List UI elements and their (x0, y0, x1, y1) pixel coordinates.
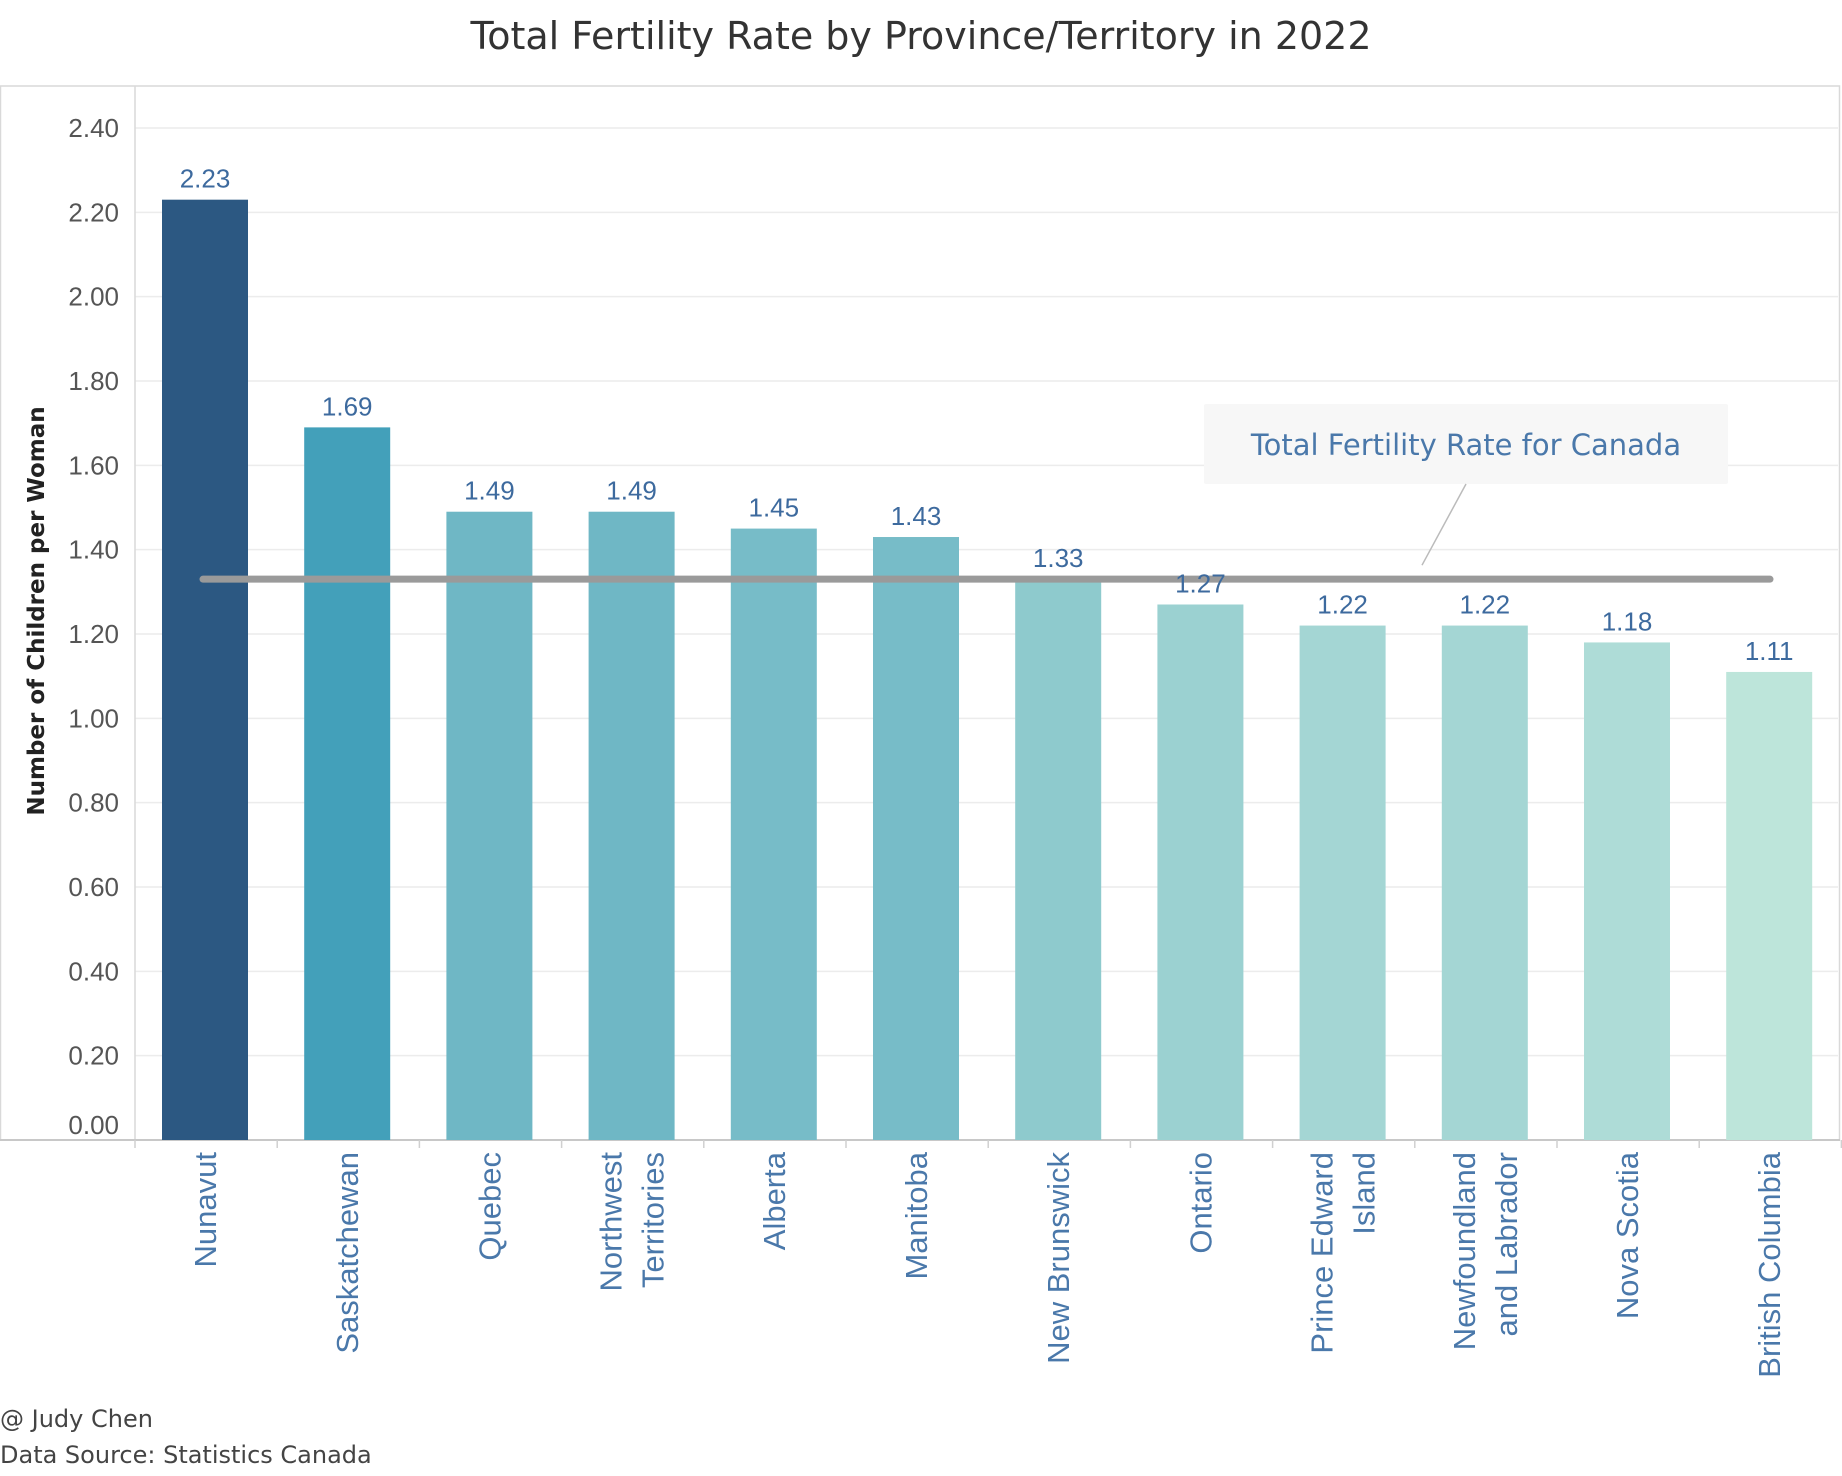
x-tick-label: Newfoundland (1447, 1152, 1482, 1350)
bar (1726, 671, 1813, 1140)
data-label: 1.69 (322, 391, 373, 421)
x-tick-label: Quebec (472, 1152, 507, 1261)
y-tick-label: 2.40 (68, 113, 119, 143)
x-tick-label: Northwest (594, 1152, 629, 1292)
annotation-box (1204, 404, 1728, 484)
bar (1157, 604, 1244, 1140)
y-tick-label: 1.20 (68, 619, 119, 649)
bar (873, 537, 959, 1140)
x-tick-label: Ontario (1183, 1152, 1218, 1254)
y-tick-label: 2.20 (68, 197, 119, 227)
x-tick-label: Prince Edward (1305, 1152, 1340, 1354)
chart-title: Total Fertility Rate by Province/Territo… (470, 14, 1372, 58)
data-label: 1.18 (1602, 606, 1653, 636)
y-axis-title: Number of Children per Woman (24, 406, 50, 815)
y-tick-label: 0.40 (68, 956, 119, 986)
data-label: 1.22 (1459, 590, 1510, 620)
bar (304, 427, 391, 1141)
bar (1299, 625, 1386, 1140)
data-label: 1.27 (1175, 568, 1226, 598)
annotation-connector (1421, 483, 1467, 566)
data-label: 1.22 (1317, 590, 1368, 620)
y-tick-label: 0.80 (68, 788, 119, 818)
x-tick-label: Manitoba (899, 1151, 934, 1279)
x-tick-label: New Brunswick (1041, 1152, 1076, 1364)
bar (1584, 642, 1670, 1140)
x-tick-label: Saskatchewan (330, 1152, 365, 1354)
bar (730, 528, 817, 1140)
bar (162, 199, 248, 1140)
bar (446, 511, 533, 1140)
data-source-note: Data Source: Statistics Canada (0, 1441, 372, 1469)
y-tick-label: 0.20 (68, 1041, 119, 1071)
x-tick-label: Territories (636, 1152, 671, 1288)
y-tick-label: 1.80 (68, 366, 119, 396)
data-label: 1.33 (1033, 543, 1084, 573)
data-label: 2.23 (180, 164, 231, 194)
gridlines (135, 127, 1838, 1057)
bar (1015, 579, 1102, 1140)
y-tick-label: 1.00 (68, 703, 119, 733)
annotation-label: Total Fertility Rate for Canada (1250, 428, 1681, 462)
y-tick-label: 0.60 (68, 872, 119, 902)
y-tick-label: 1.40 (68, 535, 119, 565)
bar (588, 511, 675, 1140)
data-label: 1.49 (606, 476, 657, 506)
y-tick-label: 2.00 (68, 282, 119, 312)
x-tick-label: and Labrador (1489, 1152, 1524, 1336)
author-credit: @ Judy Chen (0, 1405, 153, 1433)
y-tick-label: 1.60 (68, 450, 119, 480)
data-label: 1.49 (464, 476, 515, 506)
labels: 0.00 0.20 0.40 0.60 0.80 1.00 1.20 1.40 1.60 1.80… (24, 113, 1794, 1378)
bars (162, 199, 1813, 1141)
data-label: 1.11 (1745, 636, 1794, 666)
x-tick-label: Island (1347, 1152, 1382, 1235)
data-label: 1.45 (748, 493, 799, 523)
x-tick-label: Alberta (757, 1151, 792, 1250)
x-tick-label: Nova Scotia (1610, 1151, 1645, 1319)
x-tick-label: Nunavut (188, 1152, 223, 1268)
data-label: 1.43 (891, 501, 942, 531)
y-tick-label: 0.00 (68, 1110, 119, 1140)
bar (1441, 625, 1528, 1140)
x-tick-label: British Columbia (1752, 1151, 1787, 1377)
reference-line-group: Total Fertility Rate for Canada (199, 404, 1774, 583)
